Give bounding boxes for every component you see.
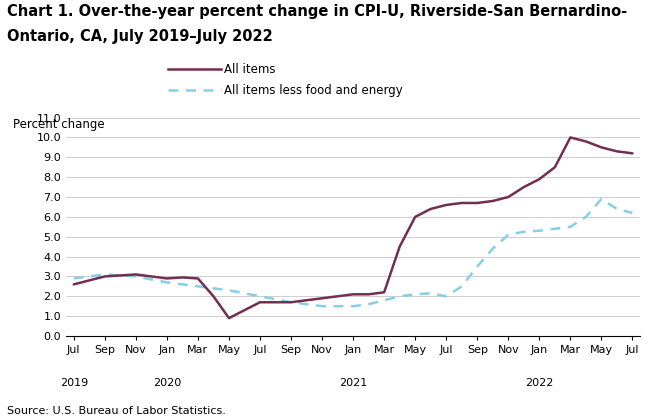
Text: 2021: 2021 bbox=[339, 378, 367, 388]
Text: 2022: 2022 bbox=[525, 378, 554, 388]
Text: Ontario, CA, July 2019–July 2022: Ontario, CA, July 2019–July 2022 bbox=[7, 29, 273, 45]
Text: Chart 1. Over-the-year percent change in CPI-U, Riverside-San Bernardino-: Chart 1. Over-the-year percent change in… bbox=[7, 4, 627, 19]
Text: Source: U.S. Bureau of Labor Statistics.: Source: U.S. Bureau of Labor Statistics. bbox=[7, 406, 226, 416]
Text: 2019: 2019 bbox=[59, 378, 88, 388]
Text: All items less food and energy: All items less food and energy bbox=[224, 84, 403, 97]
Text: All items: All items bbox=[224, 63, 276, 76]
Text: Percent change: Percent change bbox=[13, 118, 105, 131]
Text: 2020: 2020 bbox=[152, 378, 181, 388]
